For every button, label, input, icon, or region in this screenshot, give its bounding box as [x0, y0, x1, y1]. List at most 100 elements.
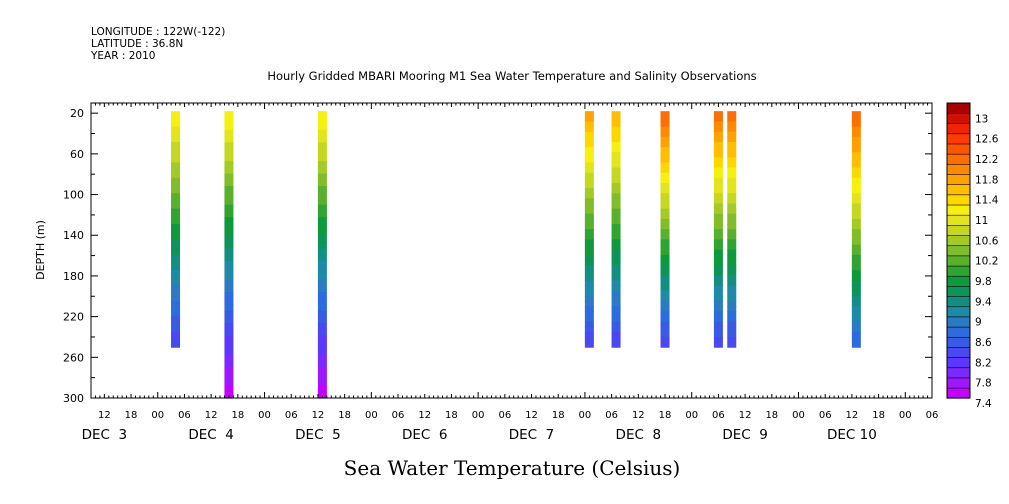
profile-segment	[317, 223, 327, 231]
y-tick-label: 260	[63, 351, 84, 364]
profile-segment	[611, 295, 621, 302]
colorbar-swatch	[946, 336, 971, 348]
profile-segment	[317, 192, 327, 200]
profile-segment	[317, 329, 327, 337]
profile-segment	[584, 270, 594, 276]
profile-segment	[317, 379, 327, 387]
profile-segment	[171, 147, 181, 153]
profile-segment	[584, 244, 594, 251]
colorbar-swatch	[946, 357, 971, 369]
profile-segment	[317, 242, 327, 249]
profile-segment	[611, 316, 621, 323]
profile-segment	[171, 157, 181, 164]
profile-segment	[713, 198, 723, 205]
profile-segment	[317, 267, 327, 274]
profile-segment	[727, 295, 737, 302]
profile-segment	[727, 167, 737, 174]
profile-segment	[584, 306, 594, 312]
profile-segment	[224, 373, 234, 380]
profile-segment	[713, 162, 723, 169]
profile-segment	[713, 229, 723, 235]
profile-segment	[171, 259, 181, 266]
x-tick-label: 00	[579, 410, 592, 421]
profile-segment	[851, 285, 861, 292]
profile-segment	[171, 121, 181, 128]
profile-segment	[224, 223, 234, 231]
profile-segment	[317, 235, 327, 243]
profile-segment	[611, 131, 621, 138]
profile-segment	[611, 331, 621, 338]
x-tick-label: 06	[498, 410, 511, 421]
colorbar-tick-label: 9	[975, 317, 982, 329]
profile-segment	[727, 157, 737, 164]
x-tick-label: 18	[445, 410, 458, 421]
colorbar-swatch	[946, 387, 971, 399]
profile-segment	[224, 267, 234, 274]
profile-segment	[727, 172, 737, 179]
profile-segment	[851, 147, 861, 153]
profile-segment	[611, 290, 621, 297]
profile-segment	[660, 126, 670, 133]
profile-segment	[611, 285, 621, 292]
colorbar-swatch	[946, 346, 971, 358]
colorbar-swatch	[946, 326, 971, 338]
profile-segment	[584, 254, 594, 261]
profile-segment	[851, 193, 861, 199]
profile-segment	[611, 167, 621, 174]
profile-segment	[611, 213, 621, 220]
profile-segment	[713, 295, 723, 302]
profile-segment	[611, 234, 621, 240]
x-tick-label: 18	[659, 410, 672, 421]
profile-segment	[713, 182, 723, 189]
profile-segment	[317, 204, 327, 212]
colorbar-swatch	[946, 102, 971, 114]
x-tick-label: 12	[739, 410, 752, 421]
x-day-label: DEC 8	[616, 427, 662, 443]
profile-segment	[713, 213, 723, 220]
profile-segment	[851, 126, 861, 133]
profile-segment	[224, 192, 234, 200]
profile-segment	[727, 270, 737, 276]
x-tick-label: 06	[926, 410, 939, 421]
profile-segment	[171, 326, 181, 333]
profile-segment	[727, 188, 737, 194]
info-block: LONGITUDE : 122W(-122) LATITUDE : 36.8N …	[90, 26, 225, 62]
profile-segment	[224, 161, 234, 168]
profile-bar	[713, 111, 723, 348]
profile-segment	[851, 136, 861, 143]
profile-segment	[317, 316, 327, 324]
profile-segment	[224, 148, 234, 156]
profile-segment	[224, 385, 234, 393]
profile-bar	[584, 111, 594, 348]
profile-segment	[660, 167, 670, 174]
profile-segment	[584, 213, 594, 220]
profile-segment	[851, 167, 861, 174]
profile-segment	[317, 142, 327, 150]
profile-segment	[660, 188, 670, 194]
profile-segment	[171, 275, 181, 282]
profile-segment	[171, 249, 181, 256]
profile-segment	[713, 208, 723, 215]
profile-segment	[317, 273, 327, 281]
profile-bar	[171, 111, 181, 348]
profile-segment	[660, 157, 670, 164]
x-tick-label: 00	[151, 410, 164, 421]
profile-segment	[584, 331, 594, 338]
profile-segment	[851, 265, 861, 271]
profile-segment	[611, 218, 621, 225]
profile-segment	[851, 280, 861, 287]
profile-segment	[224, 391, 234, 399]
profile-segment	[584, 188, 594, 194]
colorbar-swatch	[946, 194, 971, 206]
profile-segment	[727, 224, 737, 230]
colorbar-swatch	[946, 377, 971, 389]
profile-segment	[611, 111, 621, 117]
profile-segment	[713, 121, 723, 128]
profile-segment	[660, 162, 670, 169]
colorbar-swatch	[946, 275, 971, 287]
profile-segment	[171, 300, 181, 307]
profile-segment	[713, 234, 723, 240]
profile-segment	[660, 193, 670, 199]
profile-segment	[611, 336, 621, 343]
